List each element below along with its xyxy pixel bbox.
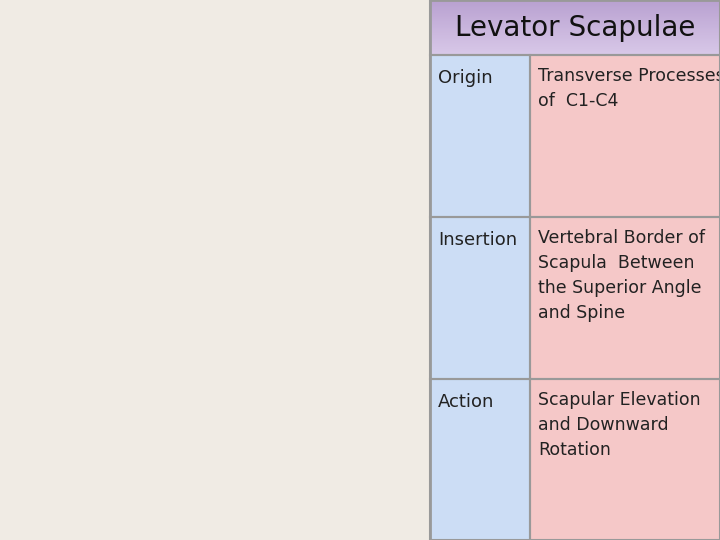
- Bar: [430, 14, 720, 15]
- Bar: [430, 8, 720, 9]
- Bar: [430, 35, 720, 36]
- Bar: [430, 9, 720, 10]
- Bar: [430, 2, 720, 3]
- Bar: [430, 18, 720, 19]
- Bar: [430, 37, 720, 38]
- Bar: [430, 16, 720, 17]
- Bar: [430, 15, 720, 16]
- Bar: [0, 0, 430, 540]
- Text: Action: Action: [438, 393, 495, 411]
- Bar: [430, 28, 720, 29]
- Bar: [430, 217, 530, 379]
- Bar: [430, 4, 720, 5]
- Bar: [430, 13, 720, 14]
- Bar: [430, 379, 530, 540]
- Bar: [430, 49, 720, 50]
- Bar: [530, 55, 720, 217]
- Bar: [430, 47, 720, 48]
- Bar: [430, 17, 720, 18]
- Bar: [430, 0, 720, 540]
- Bar: [430, 45, 720, 46]
- Bar: [430, 50, 720, 51]
- Bar: [530, 55, 720, 217]
- Bar: [430, 31, 720, 32]
- Bar: [430, 379, 530, 540]
- Bar: [430, 23, 720, 24]
- Bar: [430, 0, 720, 1]
- Bar: [430, 6, 720, 8]
- Bar: [430, 46, 720, 47]
- Bar: [430, 10, 720, 11]
- Bar: [430, 11, 720, 12]
- Bar: [530, 379, 720, 540]
- Text: Scapular Elevation
and Downward
Rotation: Scapular Elevation and Downward Rotation: [538, 391, 701, 459]
- Bar: [430, 25, 720, 26]
- Bar: [430, 20, 720, 21]
- Bar: [530, 217, 720, 379]
- Bar: [430, 54, 720, 55]
- Bar: [430, 36, 720, 37]
- Bar: [430, 32, 720, 33]
- Bar: [430, 55, 530, 217]
- Bar: [430, 217, 530, 379]
- Bar: [430, 22, 720, 23]
- Bar: [430, 26, 720, 28]
- Bar: [430, 40, 720, 41]
- Bar: [430, 38, 720, 39]
- Bar: [430, 33, 720, 34]
- Bar: [430, 43, 720, 44]
- Bar: [430, 44, 720, 45]
- Text: Insertion: Insertion: [438, 231, 517, 249]
- Bar: [430, 21, 720, 22]
- Bar: [530, 379, 720, 540]
- Text: Origin: Origin: [438, 69, 492, 87]
- Bar: [430, 0, 720, 55]
- Bar: [430, 5, 720, 6]
- Bar: [430, 19, 720, 20]
- Bar: [430, 52, 720, 53]
- Bar: [430, 42, 720, 43]
- Bar: [430, 39, 720, 40]
- Bar: [430, 51, 720, 52]
- Bar: [430, 3, 720, 4]
- Bar: [430, 29, 720, 30]
- Text: Levator Scapulae: Levator Scapulae: [455, 14, 696, 42]
- Bar: [430, 48, 720, 49]
- Bar: [430, 12, 720, 13]
- Bar: [430, 41, 720, 42]
- Text: Transverse Processes
of  C1-C4: Transverse Processes of C1-C4: [538, 67, 720, 110]
- Bar: [430, 30, 720, 31]
- Bar: [430, 24, 720, 25]
- Bar: [430, 55, 530, 217]
- Bar: [430, 34, 720, 35]
- Bar: [430, 53, 720, 54]
- Bar: [430, 1, 720, 2]
- Text: Vertebral Border of
Scapula  Between
the Superior Angle
and Spine: Vertebral Border of Scapula Between the …: [538, 229, 705, 322]
- Bar: [530, 217, 720, 379]
